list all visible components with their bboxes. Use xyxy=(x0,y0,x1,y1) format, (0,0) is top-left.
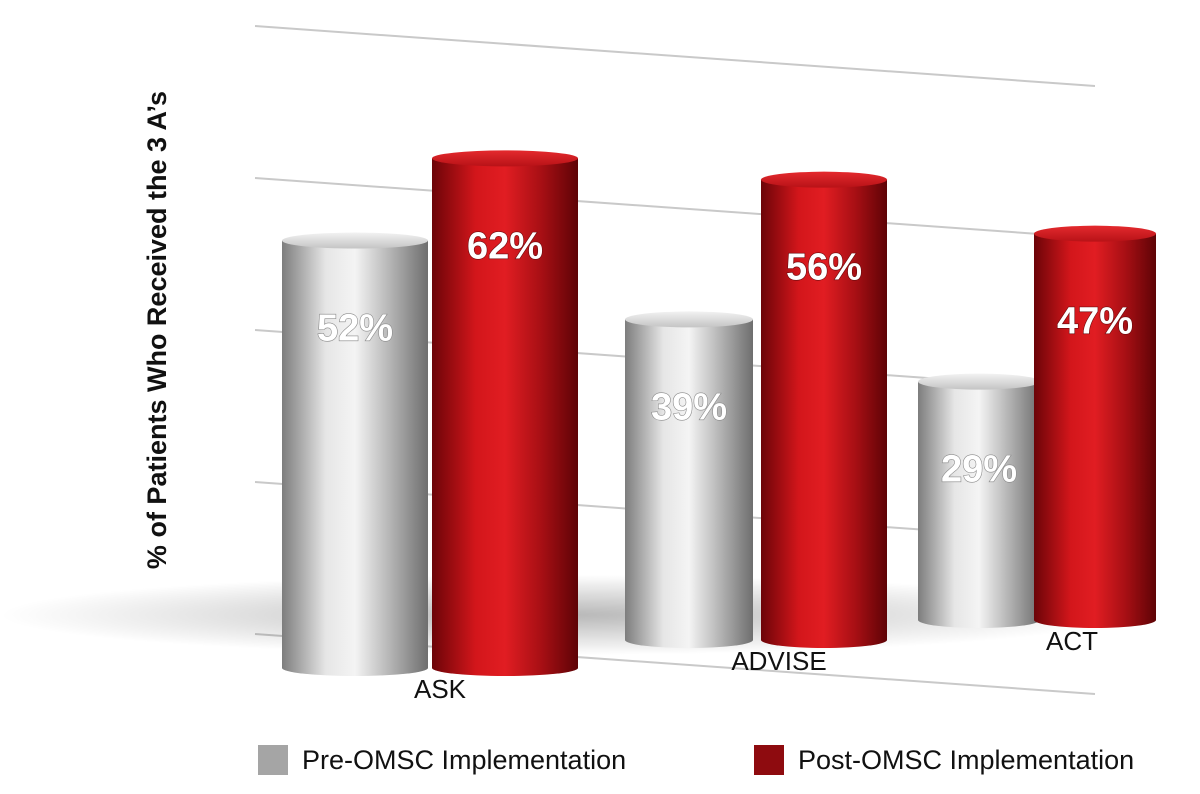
legend-swatch-pre xyxy=(258,745,288,775)
category-label-act: ACT xyxy=(1046,626,1098,656)
bar-post-advise xyxy=(761,179,887,648)
bar-cap-post-advise xyxy=(761,171,887,188)
gridline xyxy=(254,177,1096,239)
data-label-post-advise: 56% xyxy=(786,247,862,289)
bar-pre-ask xyxy=(282,240,428,676)
bar-cap-post-act xyxy=(1034,225,1156,242)
legend-item-post: Post-OMSC Implementation xyxy=(754,740,1134,780)
data-label-post-ask: 62% xyxy=(467,225,543,267)
bar-cap-pre-act xyxy=(918,373,1040,390)
bar-pre-advise xyxy=(625,319,753,648)
bar-post-act xyxy=(1034,233,1156,628)
legend-swatch-post xyxy=(754,745,784,775)
legend-label-post: Post-OMSC Implementation xyxy=(798,744,1135,775)
bar-pre-act xyxy=(918,381,1040,628)
y-axis-label: % of Patients Who Received the 3 A’s xyxy=(142,91,172,569)
data-label-post-act: 47% xyxy=(1057,301,1133,343)
bar-cap-pre-ask xyxy=(282,232,428,249)
category-label-advise: ADVISE xyxy=(731,646,826,676)
legend-item-pre: Pre-OMSC Implementation xyxy=(258,740,626,780)
bars xyxy=(282,150,1156,677)
gridline xyxy=(254,25,1096,87)
bar-post-ask xyxy=(432,158,578,677)
data-labels: 52% 62% 39% 56% 29% 47% xyxy=(316,225,1133,491)
category-label-ask: ASK xyxy=(414,674,467,704)
data-label-pre-advise: 39% xyxy=(651,386,727,428)
data-label-pre-ask: 52% xyxy=(317,308,393,350)
bar-cap-pre-advise xyxy=(625,311,753,328)
bar-cap-post-ask xyxy=(432,150,578,167)
category-labels: ASK ADVISE ACT xyxy=(414,626,1098,704)
data-label-pre-act: 29% xyxy=(941,449,1017,491)
legend-label-pre: Pre-OMSC Implementation xyxy=(302,744,627,775)
